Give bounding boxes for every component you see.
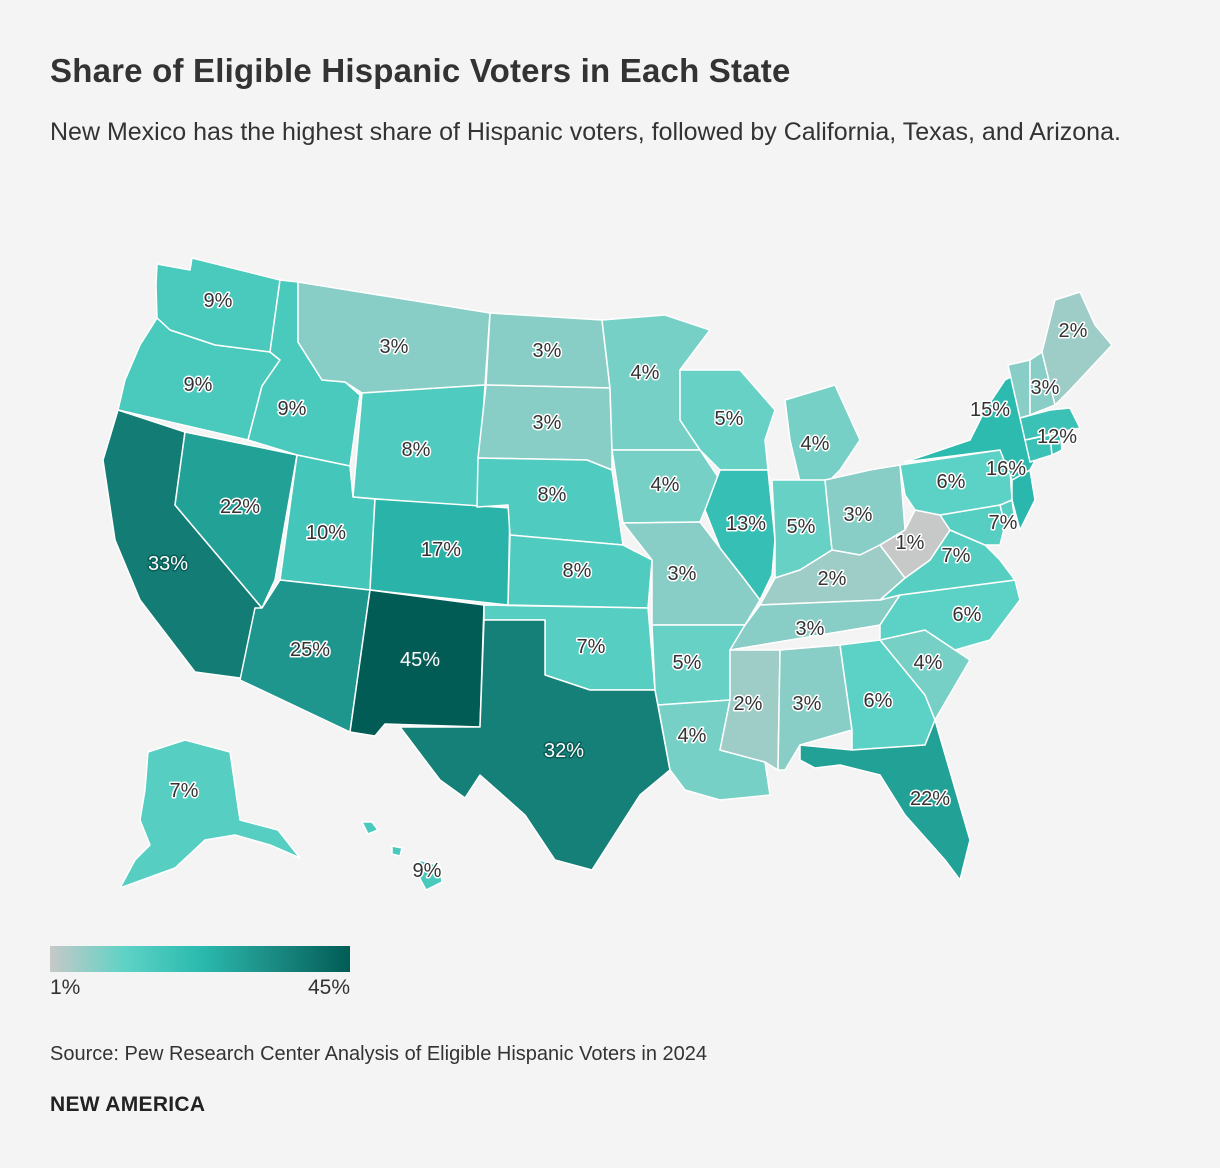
state-label-co: 17% — [421, 539, 461, 561]
state-label-ut: 10% — [306, 522, 346, 544]
state-label-ia: 4% — [651, 474, 680, 496]
state-hi — [361, 821, 443, 891]
state-label-mn: 4% — [631, 362, 660, 384]
state-label-hi: 9% — [413, 860, 442, 882]
state-il — [704, 469, 776, 601]
legend-min-label: 1% — [50, 976, 81, 999]
state-label-wa: 9% — [204, 290, 233, 312]
state-label-or: 9% — [184, 374, 213, 396]
state-label-wi: 5% — [715, 408, 744, 430]
legend-max-label: 45% — [307, 976, 350, 999]
state-label-ks: 8% — [563, 560, 592, 582]
state-label-ms: 2% — [734, 693, 763, 715]
state-label-tn: 3% — [796, 618, 825, 640]
brand-logo-text: NEW AMERICA — [50, 1093, 206, 1116]
state-mi — [784, 384, 861, 483]
state-label-nc: 6% — [953, 604, 982, 626]
state-label-md: 7% — [989, 512, 1018, 534]
state-fl — [799, 719, 971, 881]
chart-subtitle: New Mexico has the highest share of Hisp… — [50, 118, 1121, 146]
state-label-wy: 8% — [402, 439, 431, 461]
state-label-ny: 15% — [970, 399, 1010, 421]
state-label-id: 9% — [278, 398, 307, 420]
state-label-mi: 4% — [801, 433, 830, 455]
state-label-nm: 45% — [400, 649, 440, 671]
state-nv — [174, 431, 298, 609]
source-note: Source: Pew Research Center Analysis of … — [50, 1043, 708, 1065]
state-label-pa: 6% — [937, 471, 966, 493]
state-label-nv: 22% — [220, 496, 260, 518]
state-label-ca: 33% — [148, 553, 188, 575]
state-label-sc: 4% — [914, 652, 943, 674]
state-label-la: 4% — [678, 725, 707, 747]
state-label-il: 13% — [726, 513, 766, 535]
state-ma — [1019, 407, 1081, 441]
state-label-ak: 7% — [170, 780, 199, 802]
state-label-mt: 3% — [380, 336, 409, 358]
state-label-ga: 6% — [864, 690, 893, 712]
state-label-va: 7% — [942, 545, 971, 567]
state-label-ar: 5% — [673, 652, 702, 674]
state-label-al: 3% — [793, 693, 822, 715]
state-me — [1041, 291, 1113, 406]
state-ak — [119, 739, 301, 889]
state-label-nh: 3% — [1031, 377, 1060, 399]
state-label-nd: 3% — [533, 340, 562, 362]
state-label-oh: 3% — [844, 504, 873, 526]
state-label-sd: 3% — [533, 412, 562, 434]
state-label-wv: 1% — [896, 532, 925, 554]
state-label-fl: 22% — [910, 788, 950, 810]
state-label-tx: 32% — [544, 740, 584, 762]
state-label-az: 25% — [290, 639, 330, 661]
state-label-me: 2% — [1059, 320, 1088, 342]
state-ks — [507, 534, 653, 609]
state-label-ky: 2% — [818, 568, 847, 590]
state-label-in: 5% — [787, 516, 816, 538]
state-label-ne: 8% — [538, 484, 567, 506]
legend-color-scale — [50, 946, 350, 972]
state-label-ma: 12% — [1037, 426, 1077, 448]
state-tx — [399, 619, 671, 871]
state-label-ok: 7% — [577, 636, 606, 658]
us-choropleth-map: 9% 9% 33% 22% 9% 3% 8% 10% 25% 17% 45% 3% 3% 8% 8% 7% 32… — [102, 257, 1113, 891]
state-label-mo: 3% — [668, 563, 697, 585]
state-label-nj: 16% — [986, 458, 1026, 480]
chart-title: Share of Eligible Hispanic Voters in Eac… — [50, 52, 791, 89]
